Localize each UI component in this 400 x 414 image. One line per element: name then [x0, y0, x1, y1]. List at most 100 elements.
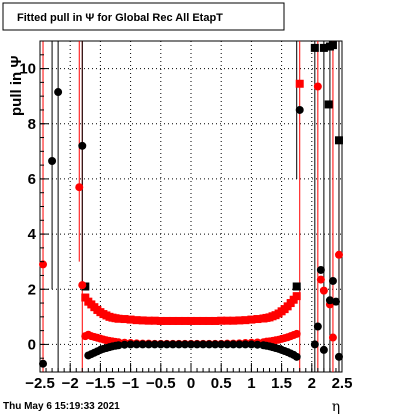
x-tick-label: 0 [187, 375, 195, 392]
data-point-circle [247, 340, 256, 349]
data-point-square [295, 79, 304, 88]
data-point-circle [144, 340, 153, 349]
data-point-circle [168, 340, 177, 349]
data-point-circle [199, 340, 208, 349]
timestamp: Thu May 6 15:19:33 2021 [3, 401, 120, 412]
data-point-circle [120, 340, 129, 349]
error-bars [42, 41, 340, 372]
x-tick-label: −2 [62, 375, 79, 392]
data-point-square [328, 41, 337, 50]
data-point-circle [313, 322, 322, 331]
data-point-square [187, 316, 195, 325]
data-point-circle [316, 275, 325, 284]
data-point-circle [310, 340, 319, 349]
data-point-circle [319, 345, 328, 354]
data-point-circle [174, 340, 183, 349]
data-point-circle [75, 183, 84, 192]
data-point-circle [217, 340, 226, 349]
x-tick-label: 2.5 [332, 375, 353, 392]
data-point-circle [205, 340, 214, 349]
data-point-circle [132, 340, 141, 349]
data-point-circle [319, 286, 328, 295]
x-tick-label: −2.5 [25, 375, 55, 392]
data-point-circle [223, 340, 232, 349]
data-point-circle [331, 297, 340, 306]
data-point-square [217, 316, 226, 325]
data-point-circle [241, 340, 250, 349]
data-point-circle [328, 276, 337, 285]
data-point-square [319, 43, 328, 52]
data-point-square [292, 282, 301, 291]
chart-title: Fitted pull in Ψ for Global Rec All Etap… [17, 12, 223, 24]
data-point-square [292, 292, 301, 301]
data-point-circle [313, 82, 322, 91]
data-point-square [324, 100, 333, 109]
data-point-circle [334, 352, 343, 361]
y-tick-label: 2 [28, 281, 36, 298]
data-point-square [310, 43, 319, 52]
data-point-circle [126, 340, 135, 349]
data-point-circle [325, 296, 334, 305]
data-point-circle [328, 333, 337, 342]
data-point-circle [235, 340, 244, 349]
data-point-circle [39, 359, 48, 368]
data-point-circle [295, 105, 304, 114]
data-point-square [211, 316, 220, 325]
data-point-circle [316, 265, 325, 274]
data-point-circle [211, 340, 220, 349]
data-point-circle [156, 340, 165, 349]
x-tick-label: 1 [247, 375, 255, 392]
data-point-square [180, 316, 189, 325]
data-point-circle [229, 340, 238, 349]
data-point-square [235, 316, 244, 325]
data-point-square [241, 316, 250, 325]
data-point-square [199, 316, 208, 325]
data-point-circle [78, 281, 87, 290]
data-markers [39, 41, 343, 368]
x-tick-label: −1 [122, 375, 139, 392]
data-point-circle [150, 340, 159, 349]
x-tick-label: 2 [308, 375, 316, 392]
data-point-square [132, 316, 141, 325]
plot-frame [39, 40, 343, 373]
data-point-circle [114, 341, 123, 350]
y-tick-label: 8 [28, 116, 36, 133]
data-point-square [138, 316, 147, 325]
data-point-square [81, 293, 90, 302]
data-point-circle [292, 329, 301, 338]
data-point-square [156, 316, 165, 325]
data-point-square [229, 316, 238, 325]
data-point-square [144, 316, 153, 325]
x-axis-label: η [332, 399, 340, 414]
y-tick-label: 10 [19, 61, 36, 78]
data-point-circle [180, 340, 189, 349]
data-point-square [126, 315, 135, 324]
x-tick-label: 0.5 [211, 375, 232, 392]
x-tick-label: −0.5 [146, 375, 176, 392]
data-point-circle [334, 250, 343, 259]
title-box [2, 2, 285, 31]
data-point-square [150, 316, 159, 325]
data-point-square [174, 316, 183, 325]
y-tick-label: 0 [28, 336, 36, 353]
axes: −2.5 −2 −1.5 −1 −0.5 0 0.5 1 1.5 2 2.5 0 2 4 6 8 10 [19, 40, 353, 392]
data-point-square [205, 316, 214, 325]
data-point-circle [78, 141, 87, 150]
data-point-square [334, 136, 343, 145]
y-tick-label: 6 [28, 171, 36, 188]
data-point-square [168, 316, 177, 325]
data-point-circle [253, 340, 262, 349]
y-tick-label: 4 [28, 226, 37, 243]
data-point-circle [162, 340, 171, 349]
x-tick-label: 1.5 [271, 375, 292, 392]
data-point-square [247, 315, 256, 324]
data-point-square [193, 316, 202, 325]
data-point-circle [48, 156, 57, 165]
data-point-circle [187, 340, 195, 349]
y-axis-label: pull in Ψ [8, 56, 25, 116]
data-point-circle [292, 352, 301, 361]
data-point-square [253, 315, 262, 324]
data-point-square [114, 314, 123, 323]
x-tick-label: −1.5 [86, 375, 116, 392]
